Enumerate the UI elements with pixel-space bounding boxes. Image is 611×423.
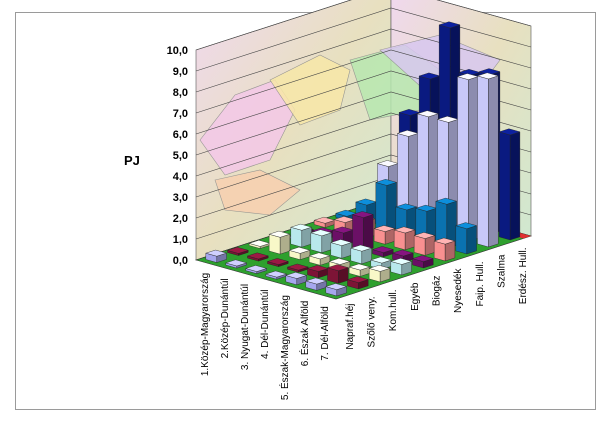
bar [435, 197, 458, 249]
y-axis-ticks: 0,0 1,0 2,0 3,0 4,0 5,0 6,0 7,0 8,0 9,0 10,0 [167, 45, 188, 267]
bar [310, 229, 333, 253]
depth-axis-labels: Napraf.héj Szőlő veny. Kom.hull. Egyéb Biogá… [345, 248, 529, 350]
bar [288, 246, 311, 260]
y-tick-label: 5,0 [173, 150, 188, 162]
bar [245, 265, 268, 274]
bar [390, 258, 413, 276]
source-label: Szalma [497, 254, 508, 288]
bar [391, 249, 414, 263]
source-label: Napraf.héj [345, 304, 356, 350]
x-axis-labels: 1.Közép-Magyarország 2.Közép-Dunántúl 3. N… [200, 273, 331, 400]
bar [325, 283, 348, 297]
region-label: 2.Közép-Dunántúl [220, 278, 231, 358]
gridline [195, 28, 532, 93]
bar [371, 246, 394, 258]
source-label: Biogáz [432, 276, 443, 307]
bar [308, 252, 331, 266]
region-label: 7. Dél-Alföld [320, 306, 331, 360]
bar [368, 265, 391, 283]
bar [348, 263, 371, 277]
bar [285, 272, 308, 286]
y-tick-label: 9,0 [173, 66, 188, 78]
bar [225, 259, 248, 269]
bar [265, 270, 288, 280]
region-label: 5. Észak-Magyarország [278, 295, 291, 400]
y-tick-label: 8,0 [173, 87, 188, 99]
y-axis-label: PJ [124, 153, 140, 168]
bar [326, 264, 349, 284]
bar [456, 73, 479, 242]
bar [248, 240, 271, 249]
map-region-shape [214, 169, 301, 216]
bar [476, 72, 499, 248]
source-label: Erdész. Hull. [518, 248, 529, 305]
region-label: 1.Közép-Magyarország [200, 273, 211, 376]
bar [393, 226, 416, 251]
region-label: 6. Észak Alföld [298, 301, 311, 367]
source-label: Nyesedék [453, 268, 464, 313]
source-label: Kom.hull. [388, 290, 399, 332]
y-tick-label: 1,0 [173, 234, 188, 246]
bar [205, 249, 228, 263]
y-tick-label: 3,0 [173, 192, 188, 204]
bar [351, 211, 374, 252]
y-tick-label: 0,0 [173, 255, 188, 267]
gridline [195, 7, 532, 72]
gridline [195, 0, 532, 51]
bar [455, 222, 478, 255]
bar [246, 252, 269, 262]
y-tick-label: 2,0 [173, 213, 188, 225]
bar [498, 128, 521, 241]
bar [330, 239, 353, 259]
bar [305, 277, 328, 291]
bar [266, 258, 289, 267]
y-tick-label: 4,0 [173, 171, 188, 183]
bar [350, 244, 373, 265]
bar [346, 276, 369, 290]
bar [375, 179, 398, 232]
bar [226, 247, 249, 256]
bar [396, 130, 419, 225]
region-label: 4. Dél-Dunántúl [260, 290, 271, 359]
bar [290, 223, 313, 248]
bar [433, 237, 456, 262]
y-tick-label: 6,0 [173, 129, 188, 141]
source-label: Egyéb [410, 282, 421, 311]
bar [413, 232, 436, 256]
bar [411, 255, 434, 269]
source-label: Szőlő veny. [367, 297, 378, 348]
y-tick-label: 7,0 [173, 108, 188, 120]
bar [286, 263, 309, 273]
source-label: Faip. Hull. [475, 262, 486, 307]
map-region-shape [269, 54, 351, 126]
bar [268, 230, 291, 255]
bar [373, 225, 396, 245]
region-label: 3. Nyugat-Dunántúl [240, 284, 251, 370]
bars [205, 21, 521, 297]
y-tick-label: 10,0 [167, 45, 188, 57]
